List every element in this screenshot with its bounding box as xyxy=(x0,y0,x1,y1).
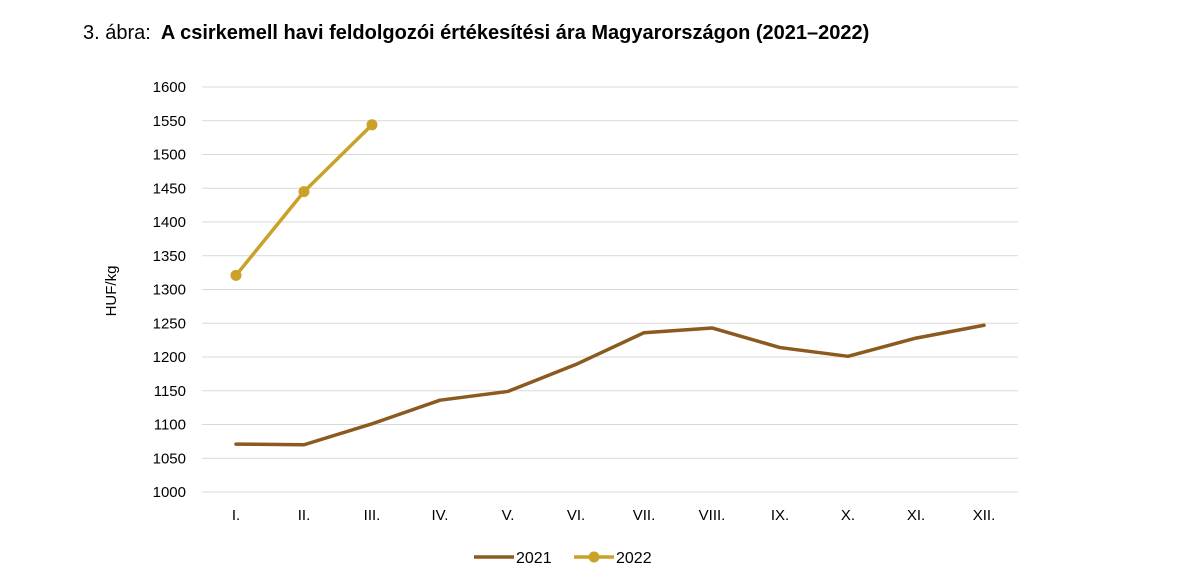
x-axis-ticks: I. II. III. IV. V. VI. VII. VIII. IX. X. XI. XII. xyxy=(232,507,995,524)
y-tick-label: 1350 xyxy=(153,248,186,265)
series-line-2021 xyxy=(234,323,986,447)
x-tick-label: II. xyxy=(298,507,311,524)
data-point-2022 xyxy=(366,119,378,131)
y-tick-label: 1450 xyxy=(153,180,186,197)
x-tick-label: VII. xyxy=(633,507,656,524)
data-point-2022 xyxy=(298,186,310,198)
y-axis-label: HUF/kg xyxy=(103,266,120,317)
x-tick-label: IV. xyxy=(432,507,449,524)
x-tick-label: XI. xyxy=(907,507,925,524)
y-tick-label: 1250 xyxy=(153,315,186,332)
y-tick-label: 1200 xyxy=(153,349,186,366)
x-tick-label: IX. xyxy=(771,507,789,524)
y-tick-label: 1300 xyxy=(153,282,186,299)
figure-number: 3. ábra: xyxy=(83,22,151,44)
x-tick-label: XII. xyxy=(973,507,996,524)
y-tick-label: 1100 xyxy=(154,417,186,434)
y-tick-label: 1500 xyxy=(153,147,186,164)
legend: 2021 2022 xyxy=(474,550,652,567)
x-tick-label: III. xyxy=(364,507,381,524)
y-tick-label: 1600 xyxy=(153,79,186,96)
x-tick-label: VI. xyxy=(567,507,585,524)
title-text: A csirkemell havi feldolgozói értékesíté… xyxy=(160,22,870,44)
series-group xyxy=(230,119,986,447)
y-tick-label: 1550 xyxy=(153,113,186,130)
chart-title: 3. ábra: A csirkemell havi feldolgozói ér… xyxy=(83,22,869,45)
gridlines xyxy=(202,86,1018,493)
legend-label: 2021 xyxy=(516,550,552,567)
series-line-2022 xyxy=(234,123,374,278)
data-point-2022 xyxy=(230,269,242,281)
y-axis-ticks: 1000 1050 1100 1150 1200 1250 1300 1350 1400 1450… xyxy=(153,79,186,501)
legend-marker-2022 xyxy=(588,551,600,563)
y-tick-label: 1400 xyxy=(153,214,186,231)
y-tick-label: 1000 xyxy=(153,484,186,501)
x-tick-label: V. xyxy=(502,507,515,524)
y-tick-label: 1050 xyxy=(153,450,186,467)
x-tick-label: I. xyxy=(232,507,240,524)
x-tick-label: VIII. xyxy=(699,507,726,524)
legend-label: 2022 xyxy=(616,550,652,567)
x-tick-label: X. xyxy=(841,507,855,524)
y-tick-label: 1150 xyxy=(154,383,186,400)
